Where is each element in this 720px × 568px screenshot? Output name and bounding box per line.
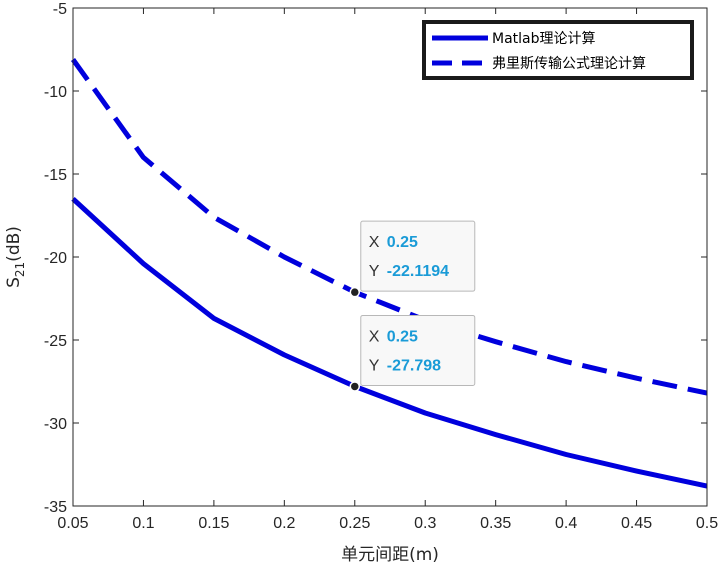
datatip-box (360, 220, 476, 292)
legend-label: Matlab理论计算 (492, 31, 596, 47)
y-tick-label: -35 (44, 499, 67, 516)
datatip-marker (349, 381, 361, 392)
y-tick-label: -30 (44, 416, 67, 433)
axis-ticks: 0.05 0.1 0.15 0.2 0.25 0.3 0.35 0.4 0.45 0.5 -5 -10… (44, 1, 718, 532)
datatip-box (360, 314, 476, 386)
x-axis-label: 单元间距(m) (341, 545, 439, 565)
y-axis-label-main: S (4, 277, 24, 288)
datatip-y-value: -22.1194 (387, 263, 449, 280)
datatip-y-value: -27.798 (387, 357, 441, 374)
datatip-x-key: X (369, 328, 380, 345)
series-line-friis (70, 58, 708, 396)
datatip-x-value: 0.25 (387, 328, 418, 345)
x-tick-label: 0.1 (132, 515, 154, 532)
y-tick-label: -15 (44, 167, 67, 184)
datatip-x-key: X (369, 234, 380, 251)
plot-frame (72, 7, 708, 507)
datatips: X 0.25 Y -22.1194 X 0.25 Y -27.798 (349, 220, 476, 392)
x-tick-label: 0.25 (339, 515, 370, 532)
x-tick-label: 0.2 (273, 515, 295, 532)
legend-label: 弗里斯传输公式理论计算 (492, 56, 646, 72)
y-axis-label-subscript: 21 (13, 262, 27, 277)
datatip: X 0.25 Y -22.1194 (349, 220, 476, 298)
datatip: X 0.25 Y -27.798 (349, 314, 476, 392)
x-tick-label: 0.45 (621, 515, 652, 532)
x-tick-label: 0.15 (198, 515, 229, 532)
y-tick-label: -25 (44, 333, 67, 350)
x-tick-label: 0.5 (696, 515, 718, 532)
x-tick-label: 0.3 (414, 515, 436, 532)
x-tick-label: 0.35 (480, 515, 511, 532)
y-axis-label: S21(dB) (4, 226, 27, 288)
y-axis-label-unit: (dB) (4, 226, 24, 262)
datatip-y-key: Y (369, 357, 380, 374)
x-tick-label: 0.05 (57, 515, 88, 532)
y-tick-label: -20 (44, 250, 67, 267)
datatip-x-value: 0.25 (387, 234, 418, 251)
datatip-y-key: Y (369, 263, 380, 280)
legend-box (422, 20, 694, 80)
datatip-marker (349, 286, 361, 298)
y-tick-label: -10 (44, 84, 67, 101)
y-tick-label: -5 (53, 1, 67, 18)
series-line-matlab (71, 197, 708, 489)
x-tick-label: 0.4 (555, 515, 577, 532)
series-lines (70, 58, 708, 489)
